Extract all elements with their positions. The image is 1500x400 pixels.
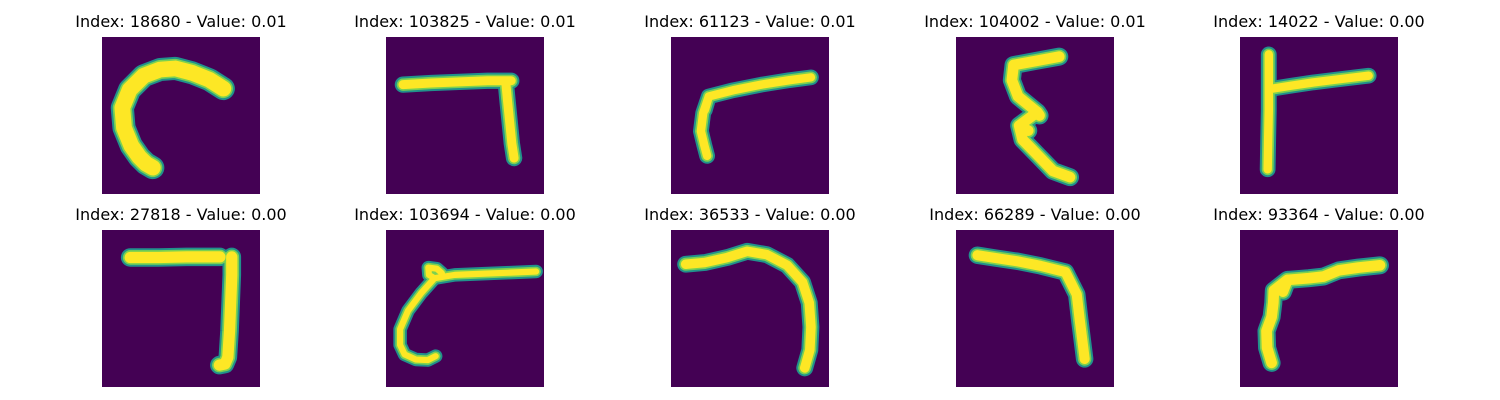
stroke-core (972, 250, 1090, 365)
image-panel: Index: 14022 - Value: 0.00 (1177, 12, 1461, 194)
stroke-core (1261, 259, 1386, 369)
stroke-core (397, 264, 540, 364)
panel-title: Index: 103694 - Value: 0.00 (354, 205, 576, 224)
image-panel: Index: 104002 - Value: 0.01 (893, 12, 1177, 194)
digit-image (956, 37, 1114, 194)
panel-title: Index: 27818 - Value: 0.00 (75, 205, 287, 224)
image-panel: Index: 66289 - Value: 0.00 (893, 205, 1177, 387)
panel-title: Index: 103825 - Value: 0.01 (354, 12, 576, 31)
digit-image (671, 37, 829, 194)
image-panel: Index: 103694 - Value: 0.00 (323, 205, 607, 387)
stroke-core (680, 246, 816, 373)
stroke-core (124, 251, 238, 371)
image-panel: Index: 36533 - Value: 0.00 (608, 205, 892, 387)
digit-image (102, 230, 260, 387)
panel-title: Index: 66289 - Value: 0.00 (929, 205, 1141, 224)
stroke-core (696, 73, 816, 161)
digit-image (386, 230, 544, 387)
digit-image (386, 37, 544, 194)
panel-title: Index: 14022 - Value: 0.00 (1213, 12, 1425, 31)
panel-title: Index: 36533 - Value: 0.00 (644, 205, 856, 224)
digit-image (1240, 230, 1398, 387)
digit-image (956, 230, 1114, 387)
stroke-core (398, 76, 519, 163)
panel-title: Index: 93364 - Value: 0.00 (1213, 205, 1425, 224)
image-panel: Index: 27818 - Value: 0.00 (39, 205, 323, 387)
digit-image (1240, 37, 1398, 194)
image-panel: Index: 103825 - Value: 0.01 (323, 12, 607, 194)
stroke-core (114, 60, 232, 176)
image-panel: Index: 61123 - Value: 0.01 (608, 12, 892, 194)
digit-image (102, 37, 260, 194)
stroke-core (1263, 50, 1373, 174)
image-panel: Index: 93364 - Value: 0.00 (1177, 205, 1461, 387)
panel-title: Index: 104002 - Value: 0.01 (924, 12, 1146, 31)
panel-title: Index: 18680 - Value: 0.01 (75, 12, 287, 31)
image-panel: Index: 18680 - Value: 0.01 (39, 12, 323, 194)
digit-image (671, 230, 829, 387)
stroke-core (1006, 51, 1076, 183)
image-background (386, 37, 544, 194)
panel-title: Index: 61123 - Value: 0.01 (644, 12, 856, 31)
image-background (671, 37, 829, 194)
